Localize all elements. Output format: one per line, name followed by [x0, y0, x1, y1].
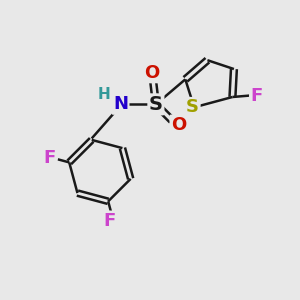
Text: O: O: [171, 116, 186, 134]
Text: F: F: [44, 149, 56, 167]
Text: O: O: [144, 64, 159, 82]
Text: S: S: [186, 98, 199, 116]
Text: S: S: [149, 95, 163, 114]
Text: H: H: [98, 87, 111, 102]
Text: N: N: [113, 95, 128, 113]
Text: F: F: [103, 212, 116, 230]
Text: F: F: [250, 86, 263, 104]
